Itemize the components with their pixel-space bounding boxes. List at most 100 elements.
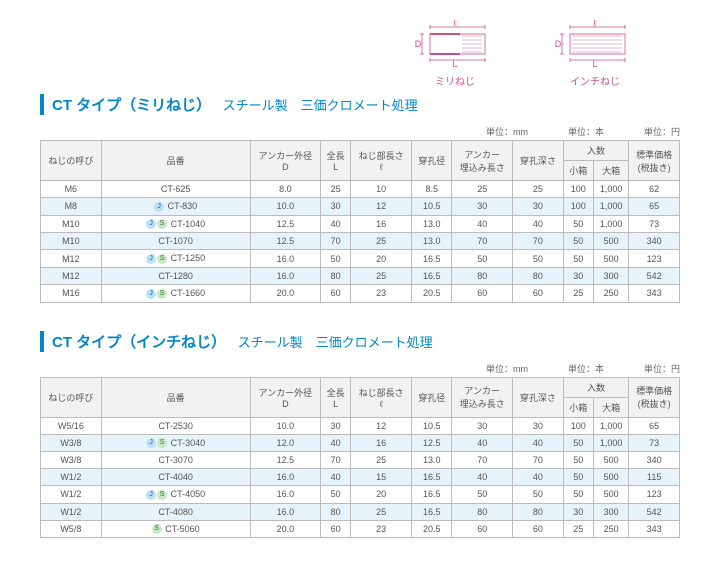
cell-L: 40	[321, 215, 351, 233]
cell-thread: W5/16	[41, 417, 102, 434]
th-part: 品番	[101, 141, 250, 181]
cell-part: JS CT-1660	[101, 284, 250, 302]
cell-price: 65	[629, 417, 680, 434]
cell-price: 542	[629, 267, 680, 284]
cell-small: 30	[563, 503, 593, 520]
cell-large: 500	[593, 486, 628, 504]
table-row: M10 CT-107012.5702513.0707050500340	[41, 233, 680, 250]
cell-price: 542	[629, 503, 680, 520]
table-row: W5/16 CT-253010.0301210.530301001,00065	[41, 417, 680, 434]
icon-s: S	[157, 289, 167, 299]
cell-l: 12	[351, 198, 412, 216]
cell-part: CT-4080	[101, 503, 250, 520]
cell-D: 16.0	[250, 469, 320, 486]
cell-dep: 60	[513, 284, 564, 302]
cell-part: CT-2530	[101, 417, 250, 434]
unit-hon: 単位：本	[568, 362, 604, 375]
cell-part: CT-1070	[101, 233, 250, 250]
cell-L: 70	[321, 233, 351, 250]
cell-price: 343	[629, 284, 680, 302]
cell-L: 40	[321, 469, 351, 486]
cell-dep: 40	[513, 434, 564, 452]
cell-thread: M6	[41, 181, 102, 198]
section-title: CT タイプ（インチねじ） スチール製 三価クロメート処理	[40, 331, 680, 352]
th-price: 標準価格(税抜き)	[629, 141, 680, 181]
cell-dia: 13.0	[411, 452, 451, 469]
cell-small: 100	[563, 181, 593, 198]
diagram-mm: ℓ D L ミリねじ	[410, 20, 500, 88]
cell-price: 343	[629, 520, 680, 538]
cell-part: S CT-5060	[101, 520, 250, 538]
th-price: 標準価格(税抜き)	[629, 377, 680, 417]
title-ct: CT	[52, 334, 72, 351]
cell-part: JS CT-1250	[101, 250, 250, 268]
diagram-mm-svg: ℓ D L	[410, 20, 500, 68]
cell-L: 30	[321, 198, 351, 216]
th-drillDia: 穿孔径	[411, 377, 451, 417]
table-row: M6 CT-6258.025108.525251001,00062	[41, 181, 680, 198]
cell-thread: W1/2	[41, 469, 102, 486]
cell-l: 20	[351, 250, 412, 268]
cell-dia: 20.5	[411, 520, 451, 538]
cell-large: 250	[593, 520, 628, 538]
cell-large: 1,000	[593, 215, 628, 233]
cell-dia: 10.5	[411, 417, 451, 434]
cell-emb: 30	[452, 417, 513, 434]
cell-emb: 60	[452, 520, 513, 538]
unit-hon: 単位：本	[568, 125, 604, 138]
cell-part: CT-1280	[101, 267, 250, 284]
cell-large: 250	[593, 284, 628, 302]
cell-dia: 16.5	[411, 469, 451, 486]
table-row: W5/8S CT-506020.0602320.5606025250343	[41, 520, 680, 538]
cell-D: 12.5	[250, 215, 320, 233]
cell-l: 25	[351, 503, 412, 520]
cell-l: 25	[351, 267, 412, 284]
cell-dia: 16.5	[411, 486, 451, 504]
cell-thread: M10	[41, 215, 102, 233]
cell-large: 500	[593, 452, 628, 469]
cell-dia: 16.5	[411, 267, 451, 284]
svg-text:D: D	[555, 39, 562, 49]
cell-emb: 40	[452, 434, 513, 452]
table-row: W1/2 CT-404016.0401516.5404050500115	[41, 469, 680, 486]
diagram-inch-label: インチねじ	[550, 73, 640, 88]
icon-s: S	[157, 438, 167, 448]
cell-thread: M8	[41, 198, 102, 216]
diagram-row: ℓ D L ミリねじ ℓ	[40, 20, 680, 88]
cell-thread: M10	[41, 233, 102, 250]
cell-emb: 30	[452, 198, 513, 216]
th-thread: ねじの呼び	[41, 377, 102, 417]
cell-L: 50	[321, 250, 351, 268]
table-row: M16JS CT-166020.0602320.5606025250343	[41, 284, 680, 302]
table-row: W1/2JS CT-405016.0502016.5505050500123	[41, 486, 680, 504]
cell-large: 300	[593, 267, 628, 284]
cell-L: 70	[321, 452, 351, 469]
cell-part: JS CT-3040	[101, 434, 250, 452]
cell-small: 50	[563, 486, 593, 504]
diagram-inch-svg: ℓ D L	[550, 20, 640, 68]
unit-mm: 単位：mm	[486, 125, 528, 138]
cell-small: 25	[563, 520, 593, 538]
th-qty: 入数	[563, 141, 629, 161]
cell-large: 1,000	[593, 198, 628, 216]
cell-dia: 8.5	[411, 181, 451, 198]
cell-l: 10	[351, 181, 412, 198]
table-row: W3/8 CT-307012.5702513.0707050500340	[41, 452, 680, 469]
title-type: タイプ（ミリねじ）	[72, 97, 204, 114]
icon-s: S	[157, 219, 167, 229]
cell-D: 16.0	[250, 267, 320, 284]
icon-j: J	[154, 202, 164, 212]
cell-D: 16.0	[250, 486, 320, 504]
th-drillDepth: 穿孔深さ	[513, 141, 564, 181]
cell-l: 20	[351, 486, 412, 504]
units-row: 単位：mm単位：本単位：円	[40, 125, 680, 138]
cell-price: 73	[629, 434, 680, 452]
section-title: CT タイプ（ミリねじ） スチール製 三価クロメート処理	[40, 94, 680, 115]
cell-D: 10.0	[250, 198, 320, 216]
cell-price: 123	[629, 486, 680, 504]
cell-emb: 70	[452, 452, 513, 469]
cell-small: 50	[563, 215, 593, 233]
cell-l: 16	[351, 215, 412, 233]
cell-dep: 30	[513, 417, 564, 434]
cell-l: 25	[351, 233, 412, 250]
